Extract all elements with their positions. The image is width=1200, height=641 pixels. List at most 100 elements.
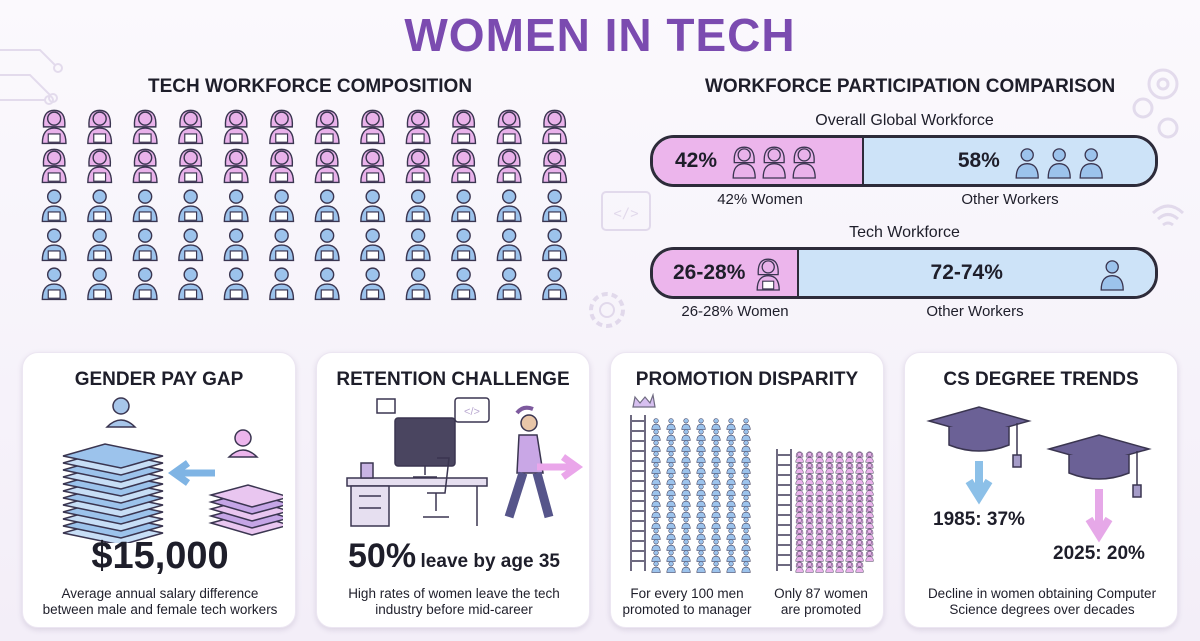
woman-icon: [855, 561, 864, 573]
woman-laptop-icon: [360, 109, 386, 145]
degree-trend-illustration: [926, 406, 1152, 543]
man-icon: [681, 506, 691, 518]
man-laptop-icon: [132, 228, 158, 262]
woman-icon: [795, 528, 804, 540]
woman-laptop-icon: [360, 148, 386, 184]
woman-icon: [865, 495, 874, 507]
woman-icon: [805, 506, 814, 518]
man-icon: [696, 539, 706, 551]
degree-title: CS DEGREE TRENDS: [943, 369, 1139, 390]
man-icon: [741, 528, 751, 540]
woman-icon: [825, 495, 834, 507]
man-icon: [711, 473, 721, 485]
man-laptop-icon: [178, 189, 204, 223]
woman-icon: [835, 451, 844, 463]
man-icon: [666, 495, 676, 507]
woman-icon: [835, 528, 844, 540]
woman-icon: [855, 451, 864, 463]
woman-icon: [845, 528, 854, 540]
woman-laptop-icon: [41, 148, 67, 184]
man-icon: [651, 528, 661, 540]
man-icon: [1100, 260, 1124, 291]
man-icon: [681, 528, 691, 540]
woman-icon: [835, 462, 844, 474]
chair-icon: [423, 457, 450, 518]
man-icon: [741, 484, 751, 496]
woman-icon: [805, 539, 814, 551]
woman-laptop-icon: [178, 109, 204, 145]
woman-icon: [815, 451, 824, 463]
woman-laptop-icon: [542, 109, 568, 145]
man-icon: [681, 451, 691, 463]
pay-gap-description-2: between male and female tech workers: [42, 602, 278, 617]
woman-icon: [825, 528, 834, 540]
woman-icon: [865, 528, 874, 540]
man-laptop-icon: [496, 267, 522, 301]
woman-icon: [865, 473, 874, 485]
man-laptop-icon: [314, 267, 340, 301]
woman-icon: [845, 473, 854, 485]
woman-icon: [795, 506, 804, 518]
woman-laptop-icon: [756, 258, 781, 291]
graduation-cap-icon: [926, 406, 1032, 468]
woman-icon: [756, 258, 781, 291]
woman-icon: [825, 462, 834, 474]
man-icon: [711, 517, 721, 529]
woman-laptop-icon: [405, 148, 431, 184]
svg-text:</>: </>: [464, 406, 480, 418]
man-laptop-icon: [269, 267, 295, 301]
woman-laptop-icon: [87, 109, 113, 145]
woman-icon: [805, 528, 814, 540]
woman-icon: [805, 473, 814, 485]
woman-icon: [815, 462, 824, 474]
woman-laptop-icon: [223, 109, 249, 145]
woman-laptop-icon: [542, 148, 568, 184]
woman-icon: [815, 550, 824, 562]
woman-icon: [732, 146, 756, 179]
man-icon: [696, 550, 706, 562]
woman-icon: [855, 495, 864, 507]
woman-laptop-icon: [405, 109, 431, 145]
woman-icon: [865, 462, 874, 474]
woman-laptop-icon: [451, 148, 477, 184]
ladder-icon: [630, 415, 646, 571]
man-icon: [681, 550, 691, 562]
woman-icon: [845, 506, 854, 518]
man-icon: [711, 484, 721, 496]
woman-laptop-icon: [496, 109, 522, 145]
man-icon: [711, 462, 721, 474]
global-workforce-bar: 42% 58%: [650, 135, 1158, 187]
woman-laptop-icon: [496, 148, 522, 184]
woman-icon: [825, 506, 834, 518]
man-icon: [711, 440, 721, 452]
man-icon: [741, 462, 751, 474]
woman-icon: [795, 495, 804, 507]
man-icon: [711, 528, 721, 540]
woman-icon: [825, 484, 834, 496]
arrow-left-icon: [167, 460, 215, 486]
man-icon: [681, 418, 691, 430]
man-icon: [1047, 148, 1071, 179]
pay-gap-card: GENDER PAY GAP $15,000 Average annual sa…: [22, 352, 296, 628]
woman-icon: [865, 484, 874, 496]
graduation-cap-icon: [1046, 434, 1152, 498]
man-laptop-icon: [360, 189, 386, 223]
retention-title: RETENTION CHALLENGE: [336, 369, 570, 390]
woman-icon: [835, 484, 844, 496]
woman-laptop-icon: [178, 148, 204, 184]
tech-women-segment: 26-28%: [653, 250, 799, 296]
woman-icon: [825, 539, 834, 551]
wifi-icon: [1151, 204, 1185, 227]
man-icon: [666, 473, 676, 485]
man-icon: [651, 484, 661, 496]
global-other-caption: Other Workers: [961, 191, 1059, 208]
woman-icon: [845, 484, 854, 496]
man-icon: [666, 429, 676, 441]
pay-gap-title: GENDER PAY GAP: [74, 369, 244, 390]
woman-icon: [815, 506, 824, 518]
man-icon: [666, 517, 676, 529]
woman-icon: [815, 539, 824, 551]
man-icon: [681, 473, 691, 485]
woman-icon: [845, 495, 854, 507]
man-laptop-icon: [223, 189, 249, 223]
